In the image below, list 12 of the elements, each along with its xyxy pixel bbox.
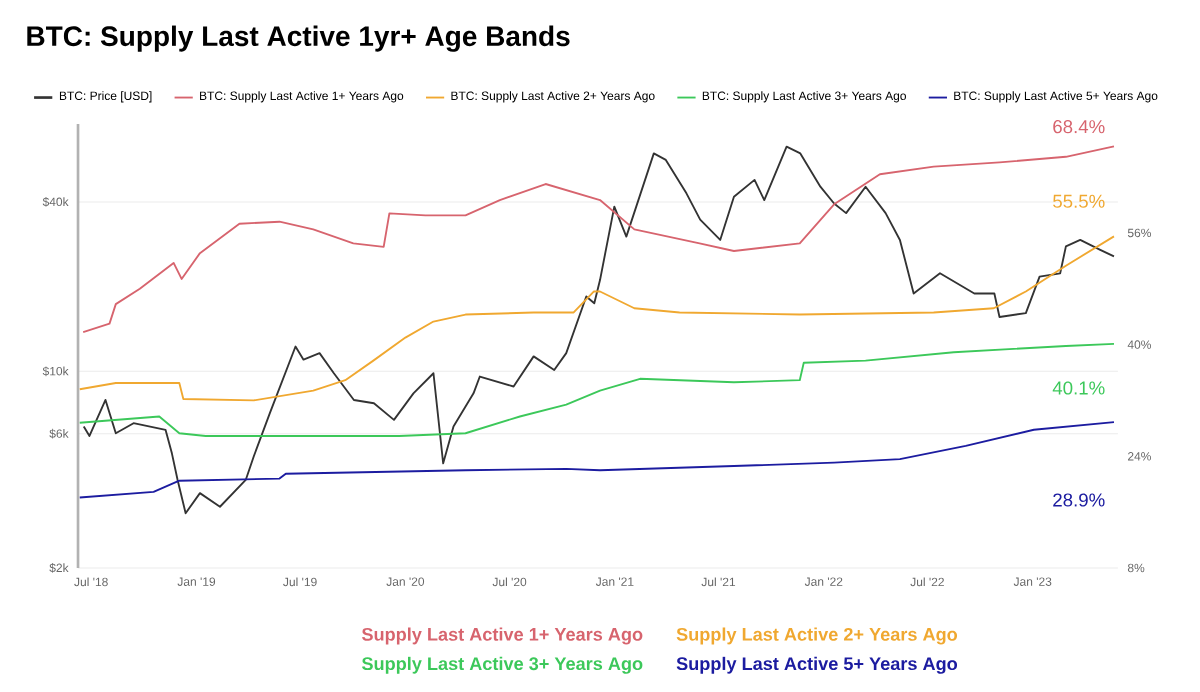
text: Supply Last Active 1+ Years Ago [361, 627, 643, 645]
text: Supply Last Active 3+ Years Ago [361, 656, 643, 674]
line-series [78, 235, 1115, 402]
line-series [82, 145, 1115, 515]
annotation: 28.9% [1053, 493, 1105, 507]
annotation: 68.4% [1053, 120, 1105, 134]
chart-title: BTC: Supply Last Active 1yr+ Age Bands [27, 25, 570, 52]
line-series [82, 145, 1115, 333]
text: Supply Last Active 2+ Years Ago [676, 627, 958, 645]
annotation: 55.5% [1053, 194, 1105, 208]
text: Supply Last Active 5+ Years Ago [676, 656, 958, 674]
annotation: 40.1% [1052, 381, 1105, 395]
